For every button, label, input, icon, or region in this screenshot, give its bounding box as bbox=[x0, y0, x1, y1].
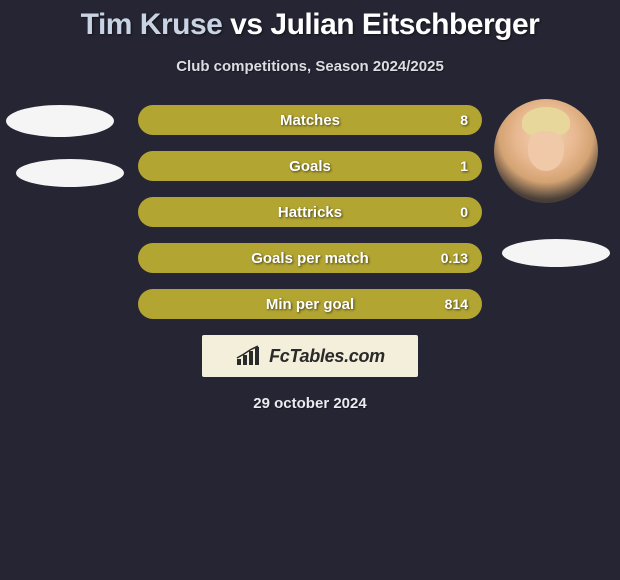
player2-avatar-placeholder-2 bbox=[502, 239, 610, 267]
subtitle: Club competitions, Season 2024/2025 bbox=[0, 58, 620, 75]
bars-icon bbox=[235, 345, 263, 367]
stat-label: Min per goal bbox=[266, 296, 354, 313]
stat-label: Goals per match bbox=[251, 250, 369, 267]
stat-label: Hattricks bbox=[278, 204, 342, 221]
player2-name: Julian Eitschberger bbox=[270, 8, 539, 41]
stat-label: Goals bbox=[289, 158, 331, 175]
stat-bar-goals: Goals 1 bbox=[138, 151, 482, 181]
stat-label: Matches bbox=[280, 112, 340, 129]
stat-bar-matches: Matches 8 bbox=[138, 105, 482, 135]
vs-separator: vs bbox=[230, 8, 262, 41]
stat-bar-hattricks: Hattricks 0 bbox=[138, 197, 482, 227]
stats-comparison-card: Tim Kruse vs Julian Eitschberger Club co… bbox=[0, 0, 620, 412]
stat-value: 0.13 bbox=[441, 250, 468, 266]
player1-name: Tim Kruse bbox=[81, 8, 223, 41]
stat-bars: Matches 8 Goals 1 Hattricks 0 Goals per … bbox=[138, 105, 482, 319]
stat-value: 1 bbox=[460, 158, 468, 174]
date: 29 october 2024 bbox=[0, 395, 620, 412]
title: Tim Kruse vs Julian Eitschberger bbox=[0, 0, 620, 42]
stat-bar-goals-per-match: Goals per match 0.13 bbox=[138, 243, 482, 273]
stats-body: Matches 8 Goals 1 Hattricks 0 Goals per … bbox=[0, 105, 620, 412]
branding-text: FcTables.com bbox=[269, 346, 385, 367]
player1-avatar-placeholder-1 bbox=[6, 105, 114, 137]
stat-value: 8 bbox=[460, 112, 468, 128]
player2-avatar bbox=[494, 99, 598, 203]
player1-avatar-placeholder-2 bbox=[16, 159, 124, 187]
stat-value: 0 bbox=[460, 204, 468, 220]
stat-value: 814 bbox=[445, 296, 468, 312]
branding-badge: FcTables.com bbox=[202, 335, 418, 377]
stat-bar-min-per-goal: Min per goal 814 bbox=[138, 289, 482, 319]
